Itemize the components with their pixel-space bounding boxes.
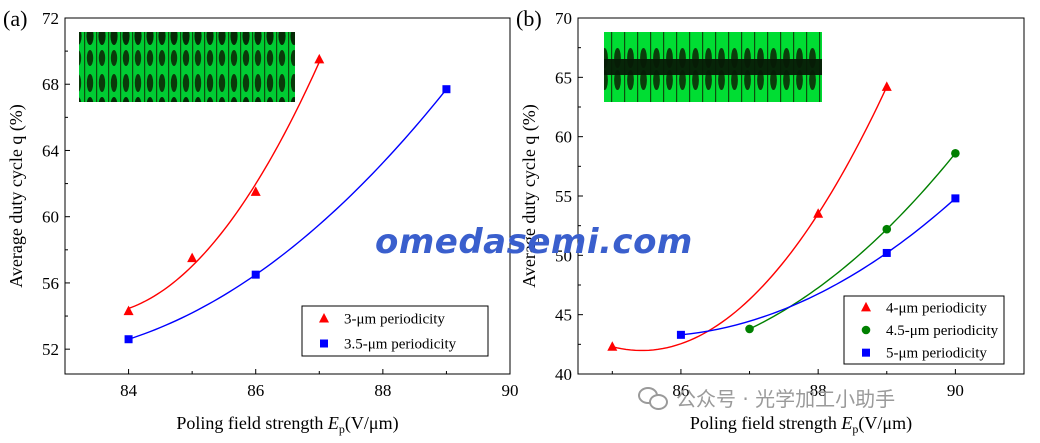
y-tick-label: 45: [555, 306, 572, 325]
y-tick-label: 70: [555, 9, 572, 28]
y-tick-label: 40: [555, 365, 572, 384]
wechat-credit-text: 公众号 · 光学加工小助手: [676, 387, 896, 411]
panel-label: (a): [3, 6, 27, 31]
legend-box: [301, 305, 489, 357]
x-tick-label: 84: [120, 381, 138, 400]
legend: 3-μm periodicity 3.5-μm periodicity: [301, 305, 489, 357]
data-point: [442, 85, 451, 94]
legend-label: 3.5-μm periodicity: [344, 337, 457, 353]
legend-label: 3-μm periodicity: [344, 312, 445, 328]
legend-marker: [861, 325, 871, 335]
data-point: [951, 148, 960, 158]
wechat-credit: 公众号 · 光学加工小助手: [638, 383, 895, 412]
legend-marker: [319, 313, 329, 323]
x-tick-label: 86: [672, 381, 689, 400]
data-point: [250, 186, 261, 196]
series-3-5-m-periodicity: [124, 85, 451, 344]
data-point: [187, 252, 198, 263]
data-point: [314, 53, 325, 64]
fit-curve: [749, 152, 956, 330]
legend-label: 4-μm periodicity: [886, 300, 987, 316]
data-point: [676, 330, 685, 339]
fit-curve: [612, 86, 888, 352]
legend-marker: [320, 339, 328, 348]
data-point: [123, 305, 134, 316]
legend-label: 5-μm periodicity: [886, 346, 987, 362]
watermark-text: omedasemi.com: [375, 222, 693, 262]
legend-marker: [861, 301, 871, 312]
y-tick-label: 60: [555, 128, 572, 147]
panel-label: (b): [516, 6, 542, 31]
fit-curve: [128, 61, 320, 310]
data-point: [251, 270, 260, 279]
y-tick-label: 72: [42, 9, 59, 28]
inset-micrograph: [604, 32, 822, 102]
y-tick-label: 55: [555, 187, 572, 206]
legend-label: 4.5-μm periodicity: [886, 323, 999, 339]
x-axis-label: Poling field strength Ep(V/μm): [176, 413, 398, 436]
chart-panel-b: 86 88 90 40 45 50 55 60 65 70 (b) Average duty cycl…: [516, 6, 1025, 436]
legend: 4-μm periodicity 4.5-μm periodicity 5-μm p…: [843, 295, 1005, 365]
inset-micrograph: [79, 32, 295, 102]
y-axis-label: Average duty cycle q (%): [6, 104, 27, 288]
legend-box: [843, 295, 1005, 365]
plot-frame: [64, 17, 511, 375]
x-tick-label: 86: [247, 381, 264, 400]
data-point: [881, 81, 892, 91]
x-tick-label: 90: [502, 381, 519, 400]
x-tick-label: 88: [810, 381, 827, 400]
x-tick-label: 88: [374, 381, 391, 400]
inset-image: [79, 32, 295, 102]
data-point: [813, 208, 824, 218]
y-tick-label: 64: [42, 141, 60, 160]
y-axis-label: Average duty cycle q (%): [519, 104, 540, 288]
x-tick-label: 90: [947, 381, 964, 400]
series-4-5-m-periodicity: [745, 148, 960, 334]
y-tick-label: 50: [555, 246, 572, 265]
y-tick-label: 65: [555, 68, 572, 87]
y-tick-label: 60: [42, 208, 59, 227]
data-point: [882, 248, 891, 257]
legend-marker: [862, 348, 870, 357]
data-point: [951, 194, 960, 203]
series-3-m-periodicity: [123, 53, 325, 316]
y-tick-label: 56: [42, 274, 59, 293]
chart-panel-a: 84 86 88 90 52 56 60 64 68 72 (a) Average duty cycl…: [3, 6, 519, 436]
x-axis-label: Poling field strength Ep(V/μm): [690, 413, 912, 436]
y-tick-label: 68: [42, 75, 59, 94]
y-tick-label: 52: [42, 340, 59, 359]
data-point: [882, 224, 892, 234]
series-4-m-periodicity: [607, 81, 892, 352]
data-point: [124, 335, 133, 344]
data-point: [607, 341, 618, 351]
series-5-m-periodicity: [676, 194, 960, 339]
wechat-icon: [638, 385, 668, 411]
data-point: [745, 324, 754, 334]
fit-curve: [680, 197, 956, 336]
fit-curve: [128, 88, 447, 340]
inset-band: [604, 59, 822, 75]
